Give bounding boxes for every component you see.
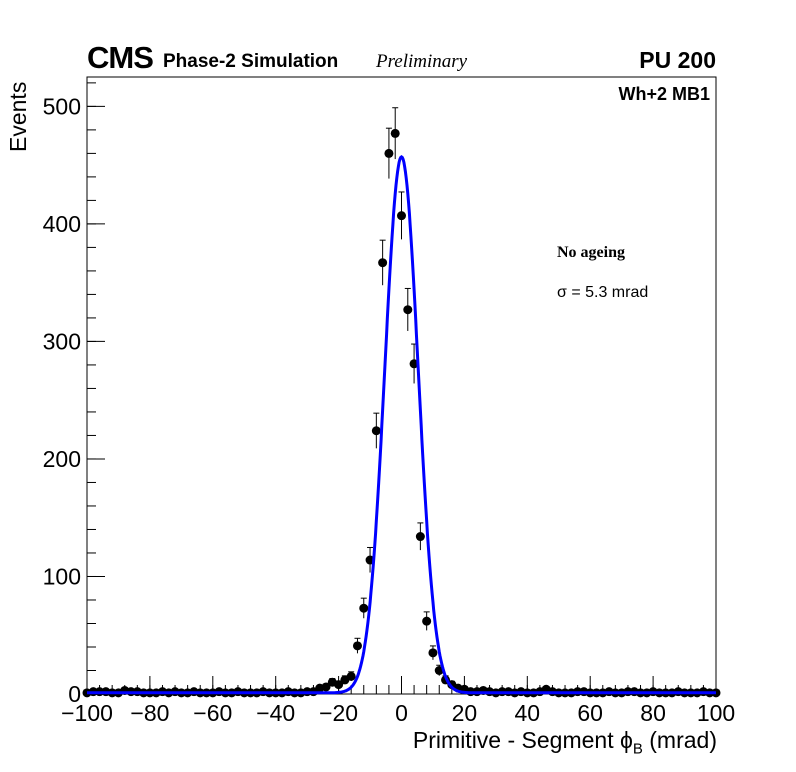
x-tick-label: 100 — [697, 700, 735, 726]
x-tick-label: 60 — [577, 700, 603, 726]
data-point — [403, 305, 413, 315]
x-axis-label-sub: B — [632, 740, 643, 758]
y-tick-label: 0 — [68, 681, 81, 707]
x-tick-label: 0 — [395, 700, 408, 726]
gaussian-fit-line — [87, 155, 716, 695]
y-tick-label: 500 — [43, 93, 81, 119]
x-tick-label: 80 — [640, 700, 666, 726]
x-tick-label: −80 — [130, 700, 169, 726]
data-point — [334, 680, 344, 690]
data-point — [390, 128, 400, 138]
sigma-label: σ = 5.3 mrad — [557, 284, 649, 301]
data-point — [428, 648, 438, 658]
x-tick-label: −100 — [61, 700, 113, 726]
y-tick-label: 200 — [43, 446, 81, 472]
data-point — [397, 211, 406, 221]
x-tick-label: 20 — [452, 700, 478, 726]
data-point — [415, 532, 425, 542]
y-tick-label: 300 — [43, 328, 81, 354]
plot-frame — [86, 76, 717, 695]
condition-label: No ageing — [557, 244, 625, 261]
data-point — [371, 426, 381, 436]
x-tick-label: 40 — [515, 700, 541, 726]
data-point — [384, 148, 394, 158]
data-point — [378, 258, 388, 268]
x-axis-label: Primitive - Segment ϕB (mrad) — [413, 727, 717, 758]
x-tick-label: −40 — [256, 700, 295, 726]
preliminary-label: Preliminary — [376, 51, 468, 72]
x-tick-label: −20 — [319, 700, 358, 726]
data-point — [346, 671, 356, 681]
pileup-label: PU 200 — [639, 47, 716, 73]
data-point — [422, 616, 432, 626]
y-tick-label: 400 — [43, 211, 81, 237]
data-point — [409, 359, 419, 369]
data-point — [321, 682, 331, 692]
x-axis-label-main: Primitive - Segment ϕ — [412, 727, 633, 753]
chamber-label: Wh+2 MB1 — [618, 84, 710, 104]
x-tick-label: −60 — [193, 700, 232, 726]
y-axis-label: Events — [5, 81, 31, 152]
y-tick-label: 100 — [43, 563, 81, 589]
data-point — [359, 603, 369, 613]
x-axis-label-unit: (mrad) — [649, 727, 717, 753]
data-point — [352, 641, 362, 651]
cms-logo: CMS — [87, 40, 154, 75]
simulation-label: Phase-2 Simulation — [163, 51, 339, 72]
